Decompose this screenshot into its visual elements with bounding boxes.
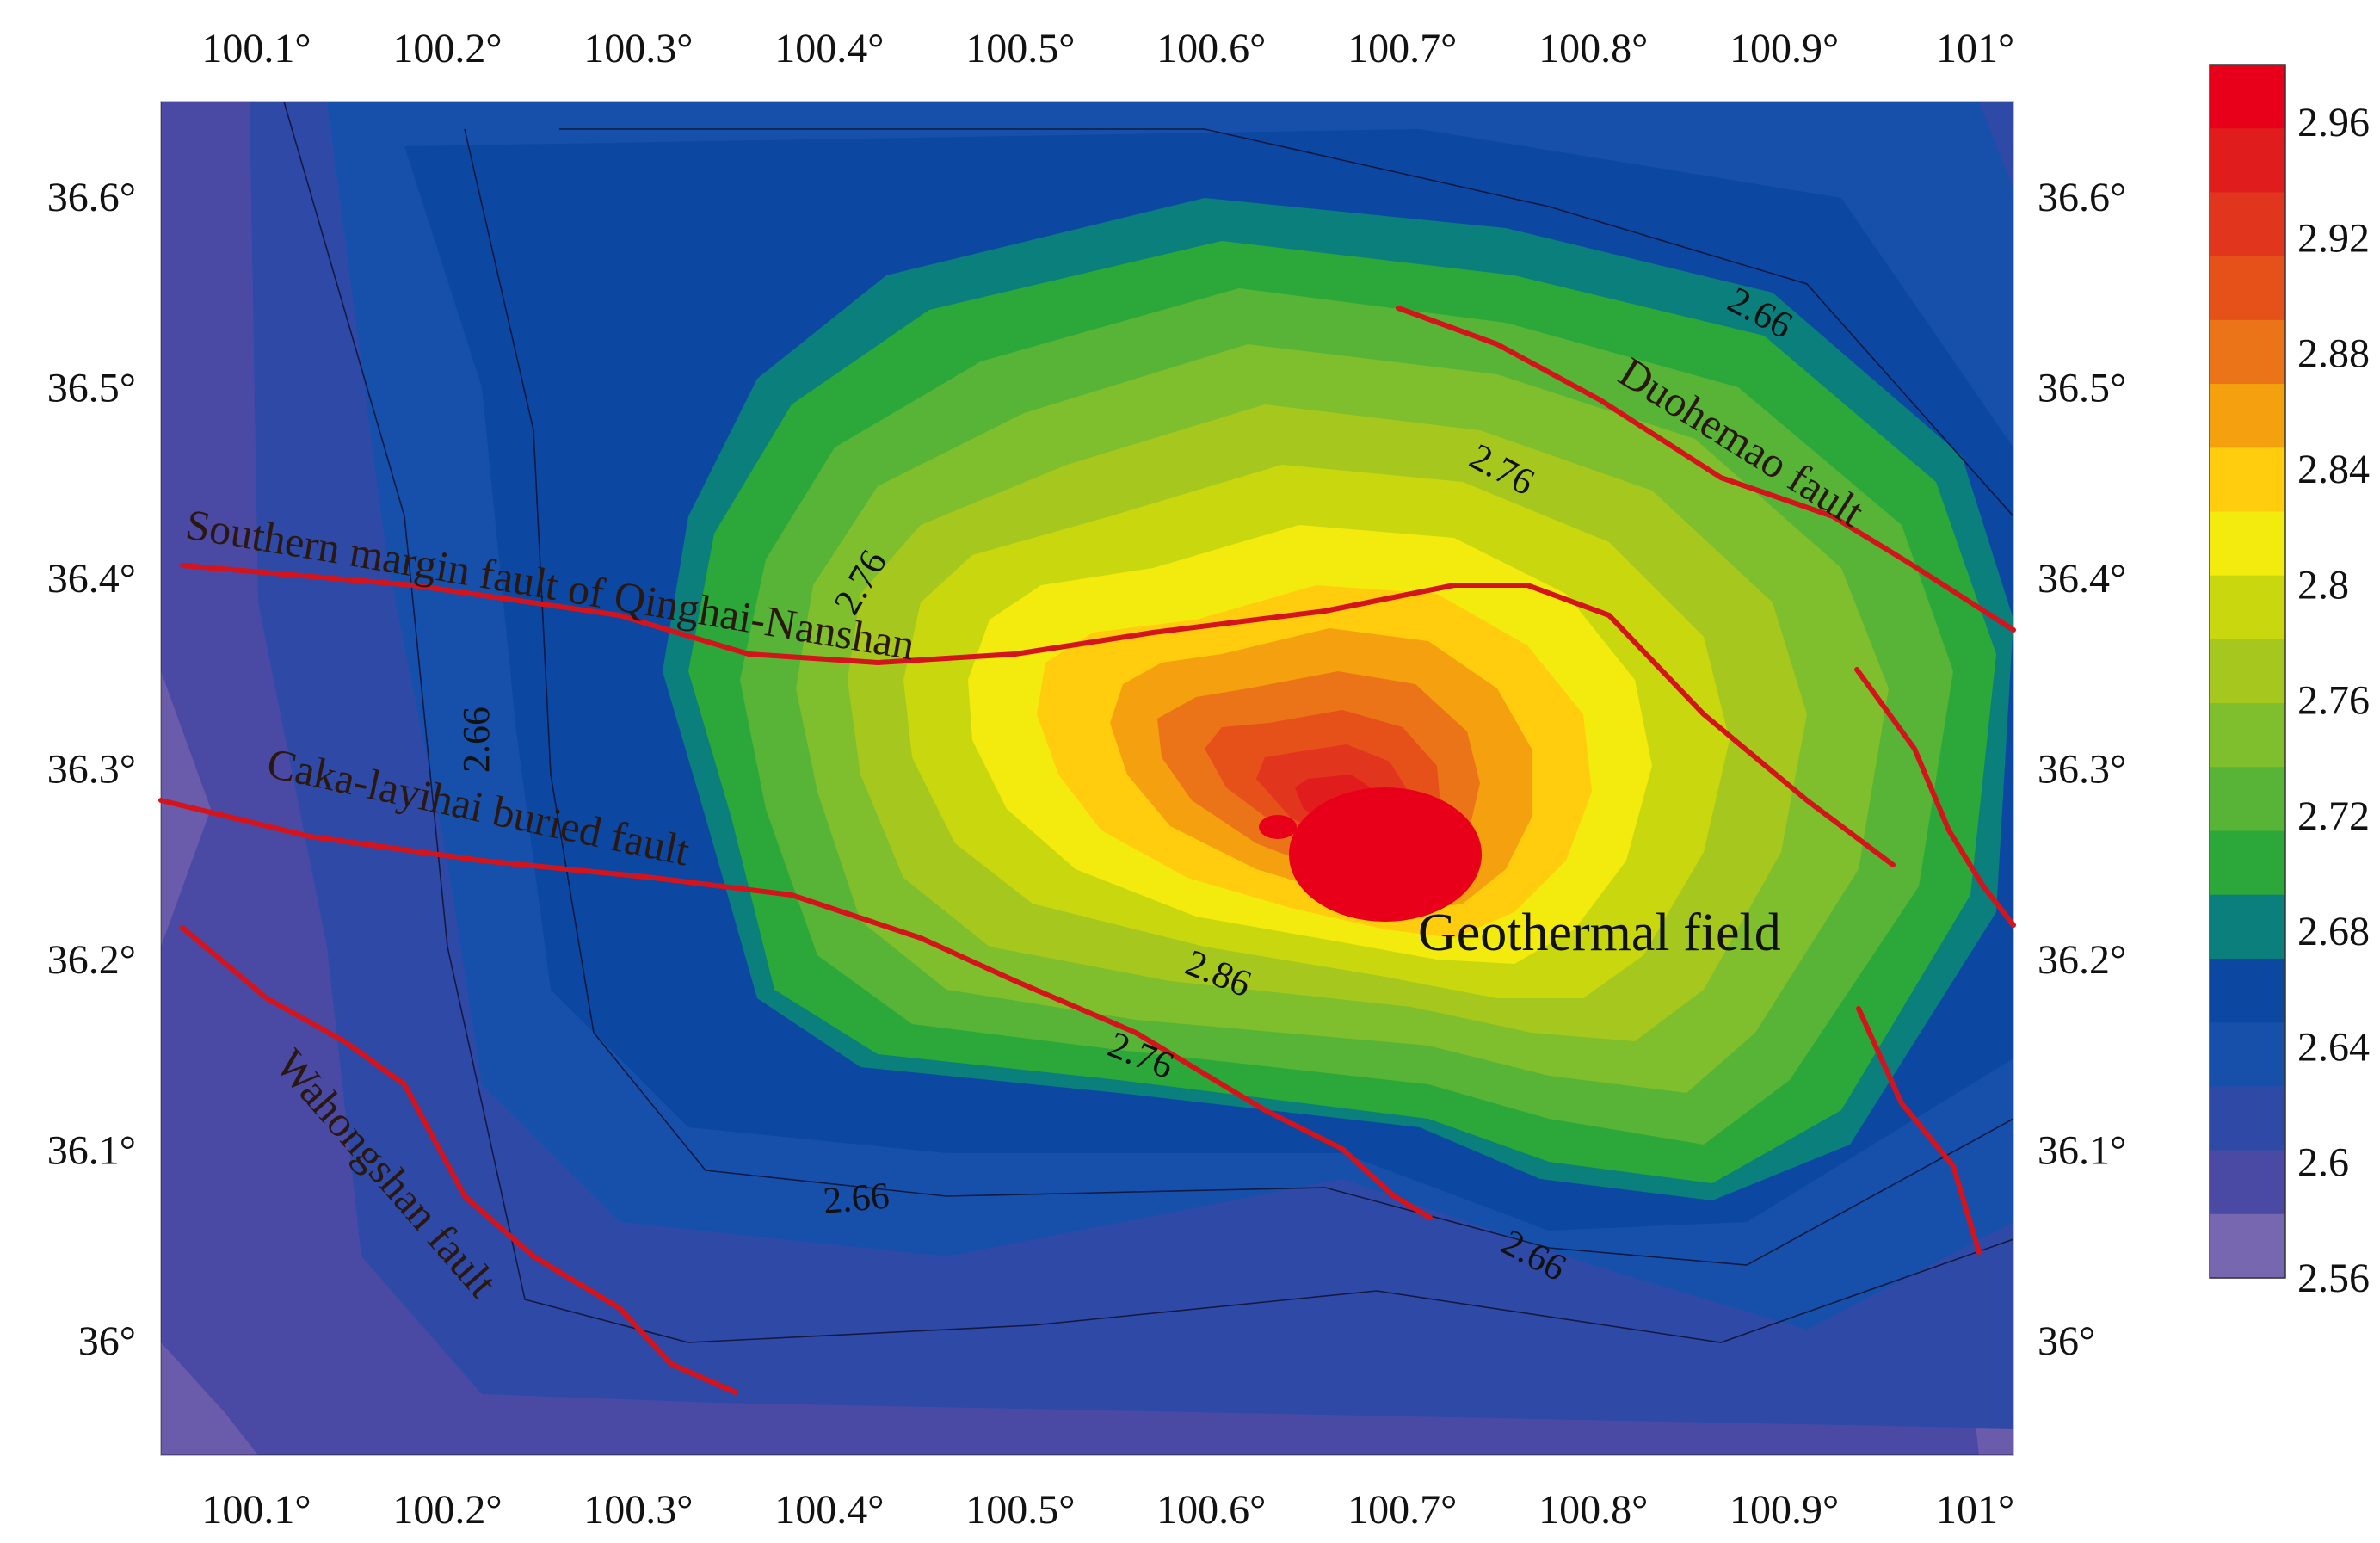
y-tick-label-left: 36.4° (47, 556, 136, 602)
y-tick-label-left: 36.1° (47, 1128, 136, 1174)
colorbar-swatch (2210, 1022, 2285, 1087)
colorbar-swatch (2210, 894, 2285, 960)
x-tick-label-top: 100.5° (965, 26, 1075, 71)
colorbar-tick-label: 2.88 (2297, 331, 2370, 377)
colorbar-swatch (2210, 192, 2285, 257)
colorbar-swatch (2210, 575, 2285, 640)
y-axis-right: 36.6° 36.5° 36.4° 36.3° 36.2° 36.1° 36° (2038, 175, 2126, 1364)
x-axis-bottom: 100.1° 100.2° 100.3° 100.4° 100.5° 100.6° 100.… (201, 1487, 2014, 1533)
x-tick-label-top: 100.3° (583, 26, 693, 71)
colorbar-swatch (2210, 319, 2285, 385)
x-tick-label-top: 100.2° (392, 26, 502, 71)
y-tick-label-right: 36.2° (2038, 937, 2126, 983)
x-tick-label-bottom: 100.8° (1538, 1487, 1648, 1533)
colorbar-swatch (2210, 384, 2285, 448)
colorbar-tick-label: 2.56 (2297, 1256, 2370, 1301)
corner-zone-bottom-left (161, 1342, 258, 1455)
x-axis-top: 100.1° 100.2° 100.3° 100.4° 100.5° 100.6° 100.… (201, 26, 2014, 71)
x-tick-label-bottom: 100.4° (774, 1487, 884, 1533)
contour-line-top (559, 128, 2013, 517)
geothermal-field-label: Geothermal field (1418, 904, 1781, 962)
colorbar-tick-label: 2.84 (2297, 447, 2370, 492)
y-tick-label-right: 36.3° (2038, 746, 2126, 792)
x-tick-label-top: 100.4° (774, 26, 884, 71)
colorbar: 2.96 2.92 2.88 2.84 2.8 2.76 2.72 2.68 2.64 2.6 2.… (2209, 64, 2370, 1301)
x-tick-label-top: 100.8° (1538, 26, 1648, 71)
x-tick-label-bottom: 100.7° (1347, 1487, 1457, 1533)
colorbar-swatch (2210, 65, 2285, 129)
y-tick-label-left: 36.6° (47, 175, 136, 220)
y-tick-label-right: 36.1° (2038, 1128, 2126, 1174)
fault-lines (158, 306, 2016, 1395)
colorbar-tick-label: 2.8 (2297, 562, 2349, 608)
fault-line-caka-layihai (158, 798, 1433, 1220)
colorbar-swatch (2210, 1213, 2285, 1279)
colorbar-tick-label: 2.76 (2297, 678, 2370, 724)
y-tick-label-left: 36.3° (47, 746, 136, 792)
contour-line-outer (283, 102, 2013, 1343)
fault-line-qinghai-nanshan (180, 563, 1896, 867)
y-tick-label-right: 36.4° (2038, 556, 2126, 602)
contour-peak-small (1259, 815, 1297, 839)
y-tick-label-right: 36.6° (2038, 175, 2126, 220)
colorbar-tick-label: 2.6 (2297, 1140, 2349, 1186)
contour-label: 2.66 (822, 1174, 891, 1222)
x-tick-label-bottom: 101° (1936, 1487, 2014, 1533)
y-tick-label-left: 36° (78, 1318, 136, 1364)
fault-line-duohemao (1396, 306, 2016, 633)
y-axis-left: 36.6° 36.5° 36.4° 36.3° 36.2° 36.1° 36° (47, 175, 136, 1364)
colorbar-frame (2209, 64, 2286, 1279)
contour-label: 2.66 (455, 707, 497, 773)
fault-line-east-1 (1854, 667, 2016, 928)
plot-frame (160, 101, 2014, 1456)
geothermal-field-area (1289, 787, 1482, 922)
colorbar-tick-label: 2.72 (2297, 793, 2370, 839)
x-tick-label-top: 100.9° (1730, 26, 1839, 71)
x-tick-label-top: 101° (1936, 26, 2014, 71)
fault-line-east-2 (1856, 1006, 1982, 1255)
colorbar-swatch (2210, 767, 2285, 832)
fault-line-wahongshan (180, 925, 738, 1395)
colorbar-tick-label: 2.68 (2297, 909, 2370, 954)
colorbar-swatch (2210, 256, 2285, 321)
colorbar-swatch (2210, 511, 2285, 577)
colorbar-tick-label: 2.96 (2297, 100, 2370, 145)
colorbar-swatch (2210, 703, 2285, 768)
x-tick-label-top: 100.7° (1347, 26, 1457, 71)
colorbar-swatch (2210, 1150, 2285, 1215)
x-tick-label-top: 100.1° (201, 26, 311, 71)
colorbar-swatch (2210, 958, 2285, 1023)
colorbar-swatch (2210, 128, 2285, 194)
colorbar-swatch (2210, 830, 2285, 896)
colorbar-tick-label: 2.92 (2297, 215, 2370, 261)
y-tick-label-right: 36° (2038, 1318, 2095, 1364)
y-tick-label-left: 36.5° (47, 365, 136, 410)
x-tick-label-bottom: 100.2° (392, 1487, 502, 1533)
y-tick-label-right: 36.5° (2038, 365, 2126, 410)
x-tick-label-bottom: 100.1° (201, 1487, 311, 1533)
x-tick-label-top: 100.6° (1156, 26, 1266, 71)
colorbar-swatches (2210, 65, 2285, 1279)
colorbar-tick-labels: 2.96 2.92 2.88 2.84 2.8 2.76 2.72 2.68 2.64 2.6 2.… (2297, 100, 2370, 1301)
y-tick-label-left: 36.2° (47, 937, 136, 983)
colorbar-swatch (2210, 639, 2285, 704)
x-tick-label-bottom: 100.5° (965, 1487, 1075, 1533)
x-tick-label-bottom: 100.3° (583, 1487, 693, 1533)
x-tick-label-bottom: 100.9° (1730, 1487, 1839, 1533)
colorbar-swatch (2210, 447, 2285, 513)
x-tick-label-bottom: 100.6° (1156, 1487, 1266, 1533)
colorbar-swatch (2210, 1086, 2285, 1151)
colorbar-tick-label: 2.64 (2297, 1024, 2370, 1070)
